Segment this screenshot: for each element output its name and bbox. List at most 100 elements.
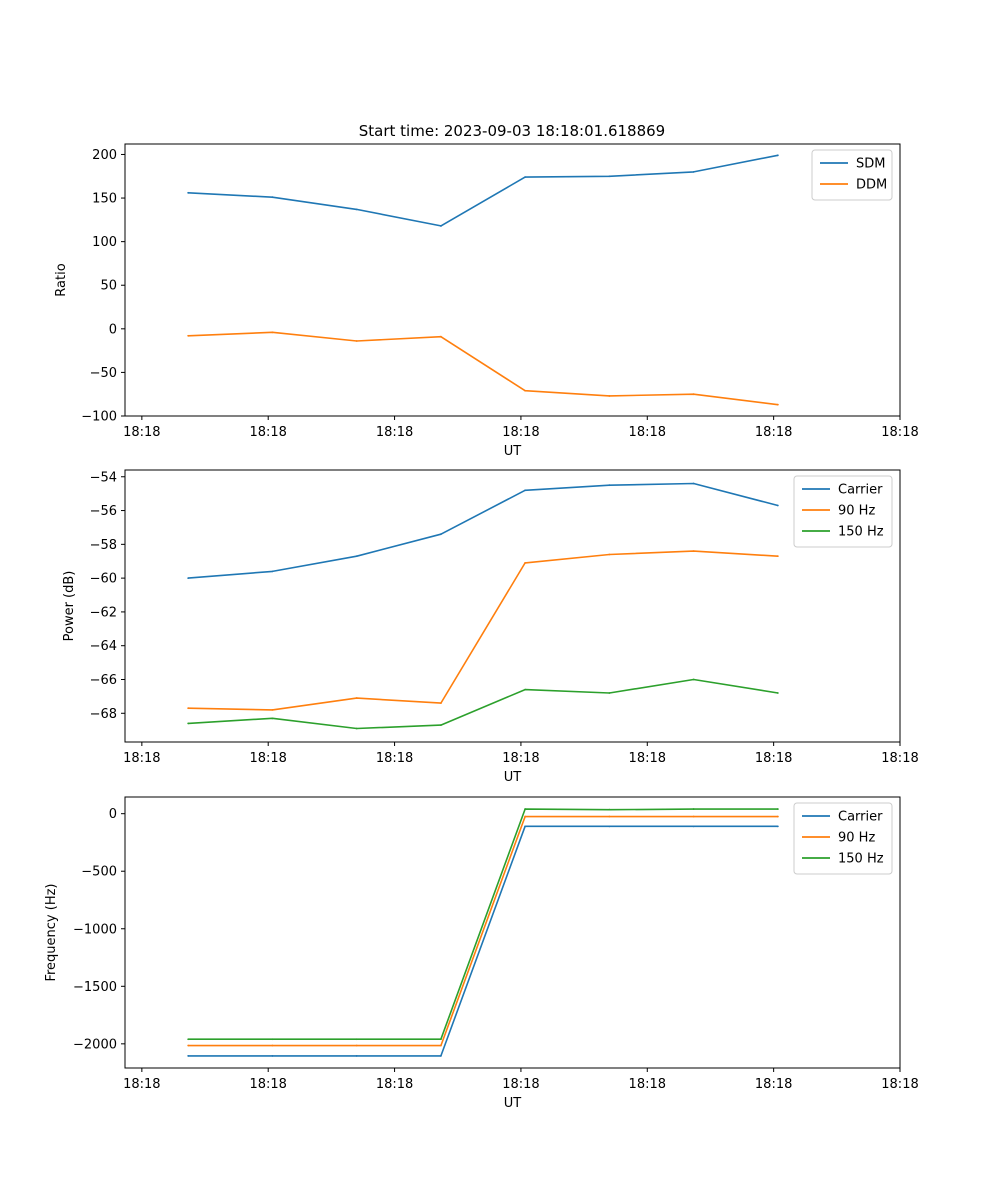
y-tick-label: −54 [90, 470, 117, 485]
y-tick-label: −64 [90, 639, 117, 654]
legend-label: 150 Hz [838, 852, 884, 867]
y-tick-label: −500 [81, 865, 117, 880]
x-tick-label: 18:18 [502, 751, 539, 766]
data-point [355, 1038, 358, 1041]
data-point [271, 1038, 274, 1041]
data-point [776, 692, 779, 694]
data-point [439, 335, 442, 338]
series-line-carrier [188, 825, 778, 1057]
series-line-150-hz [188, 678, 779, 730]
data-point [692, 482, 695, 485]
legend-label: 90 Hz [838, 831, 875, 846]
data-point [439, 702, 442, 705]
x-tick-label: 18:18 [123, 751, 160, 766]
y-tick-label: 150 [92, 192, 117, 207]
legend-label: SDM [856, 157, 885, 172]
x-tick-label: 18:18 [629, 425, 666, 440]
data-point [692, 825, 695, 828]
x-tick-label: 18:18 [502, 425, 539, 440]
legend-box [793, 475, 893, 548]
data-point [776, 815, 779, 818]
data-point [187, 334, 190, 337]
y-tick-label: −60 [90, 572, 117, 587]
y-tick-label: −58 [90, 538, 117, 553]
x-tick-label: 18:18 [755, 425, 792, 440]
x-tick-label: 18:18 [502, 1077, 539, 1092]
y-tick-label: −100 [81, 410, 117, 425]
data-point [439, 1055, 442, 1057]
x-tick-label: 18:18 [881, 425, 918, 440]
data-point [271, 709, 274, 711]
legend-label: DDM [856, 178, 887, 193]
data-point [692, 808, 695, 810]
series-line-90-hz [188, 550, 778, 711]
data-point [524, 176, 527, 179]
x-tick-label: 18:18 [249, 425, 286, 440]
data-point [776, 403, 779, 406]
x-axis-label: UT [504, 444, 522, 459]
y-tick-label: −2000 [73, 1037, 117, 1052]
legend: Carrier 90 Hz 150 Hz [793, 475, 893, 548]
data-point [524, 808, 527, 810]
data-point [608, 484, 611, 487]
data-point [524, 815, 527, 818]
data-point [187, 707, 190, 710]
data-point [271, 196, 274, 199]
data-point [439, 225, 442, 227]
y-axis-label: Ratio [54, 263, 69, 296]
y-tick-label: 0 [109, 322, 117, 337]
data-point [608, 395, 611, 397]
data-point [524, 562, 527, 564]
series-line-sdm [188, 154, 779, 227]
data-point [608, 815, 611, 818]
data-point [187, 577, 190, 580]
axes-frame [124, 796, 901, 1069]
legend-box [793, 802, 893, 875]
x-tick-label: 18:18 [123, 1077, 160, 1092]
x-tick-label: 18:18 [881, 1077, 918, 1092]
data-point [776, 555, 779, 558]
y-tick-label: −66 [90, 673, 117, 688]
legend-label: Carrier [838, 810, 883, 825]
data-point [692, 170, 695, 173]
x-tick-label: 18:18 [755, 751, 792, 766]
y-axis-label: Frequency (Hz) [44, 883, 59, 981]
data-point [524, 825, 527, 828]
data-point [776, 825, 779, 828]
data-point [524, 489, 527, 492]
y-tick-label: −1000 [73, 922, 117, 937]
x-tick-label: 18:18 [123, 425, 160, 440]
data-point [776, 154, 779, 157]
data-point [692, 393, 695, 396]
data-point [776, 808, 779, 810]
data-point [439, 1038, 442, 1041]
data-point [692, 550, 695, 552]
x-tick-label: 18:18 [755, 1077, 792, 1092]
data-point [187, 1044, 190, 1047]
data-point [187, 722, 190, 725]
chart-panel-2: −54 −56 −58 −60 −62 −64 −66 −68 18:18 18:18 18:18 1… [62, 469, 919, 785]
y-tick-label: 0 [109, 807, 117, 822]
legend-label: 150 Hz [838, 525, 884, 540]
data-point [271, 1044, 274, 1047]
x-tick-label: 18:18 [249, 1077, 286, 1092]
x-tick-label: 18:18 [629, 1077, 666, 1092]
y-tick-label: 100 [92, 235, 117, 250]
data-point [692, 815, 695, 818]
y-tick-label: 200 [92, 148, 117, 163]
data-point [776, 504, 779, 507]
axes-frame [124, 469, 901, 743]
data-point [355, 340, 358, 342]
data-point [355, 555, 358, 558]
data-point [271, 331, 274, 334]
legend: SDM DDM [811, 149, 893, 201]
series-line-ddm [188, 331, 778, 406]
chart-panels: 200 150 100 50 0 −50 −100 18:18 18:18 18:18 18:18 1… [44, 143, 919, 1111]
y-axis-label: Power (dB) [62, 571, 77, 642]
data-point [692, 678, 695, 681]
y-tick-label: −56 [90, 504, 117, 519]
series-line-90-hz [188, 815, 778, 1047]
x-tick-label: 18:18 [376, 751, 413, 766]
data-point [271, 570, 274, 573]
